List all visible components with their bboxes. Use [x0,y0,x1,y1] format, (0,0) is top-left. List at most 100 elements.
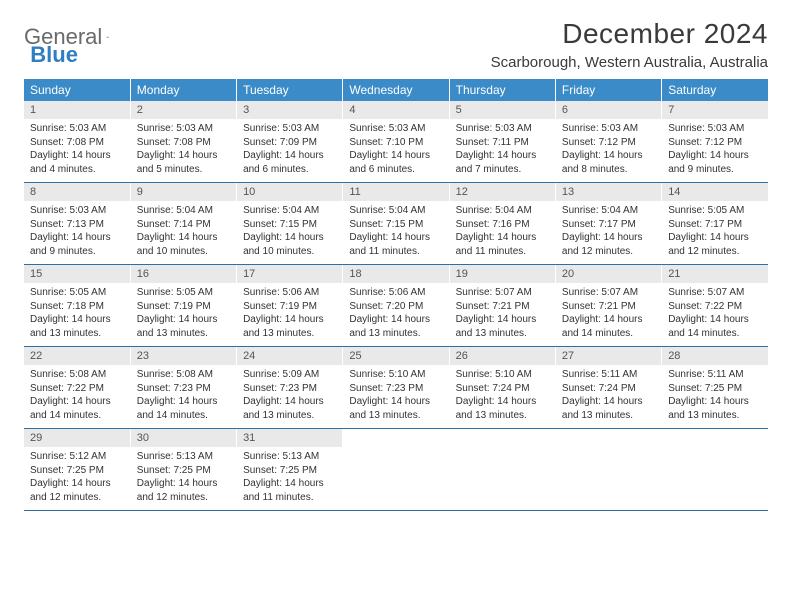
daylight-line: Daylight: 14 hours and 7 minutes. [456,149,549,176]
daylight-line: Daylight: 14 hours and 5 minutes. [137,149,230,176]
daylight-line: Daylight: 14 hours and 13 minutes. [349,395,442,422]
day-content-cell: Sunrise: 5:06 AMSunset: 7:20 PMDaylight:… [343,283,449,347]
sunset-line: Sunset: 7:09 PM [243,136,336,150]
daylight-line: Daylight: 14 hours and 13 minutes. [456,395,549,422]
sunset-line: Sunset: 7:17 PM [668,218,762,232]
sunset-line: Sunset: 7:12 PM [668,136,762,150]
daylight-line: Daylight: 14 hours and 14 minutes. [137,395,230,422]
sunrise-line: Sunrise: 5:03 AM [668,122,762,136]
day-number-cell [662,429,768,448]
day-number-cell: 16 [130,265,236,284]
brand-part2: Blue [30,42,78,68]
daylight-line: Daylight: 14 hours and 10 minutes. [243,231,336,258]
daylight-line: Daylight: 14 hours and 11 minutes. [243,477,336,504]
day-content-cell [662,447,768,511]
day-number-cell: 6 [555,101,661,119]
day-content-cell: Sunrise: 5:13 AMSunset: 7:25 PMDaylight:… [237,447,343,511]
daylight-line: Daylight: 14 hours and 13 minutes. [349,313,442,340]
day-content-cell: Sunrise: 5:09 AMSunset: 7:23 PMDaylight:… [237,365,343,429]
sunset-line: Sunset: 7:14 PM [137,218,230,232]
sunrise-line: Sunrise: 5:03 AM [30,204,124,218]
day-number-cell [449,429,555,448]
sunset-line: Sunset: 7:18 PM [30,300,124,314]
day-number-cell: 19 [449,265,555,284]
day-content-cell: Sunrise: 5:05 AMSunset: 7:18 PMDaylight:… [24,283,130,347]
day-number-row: 891011121314 [24,183,768,202]
sunrise-line: Sunrise: 5:05 AM [668,204,762,218]
day-content-cell: Sunrise: 5:13 AMSunset: 7:25 PMDaylight:… [130,447,236,511]
day-number-cell: 27 [555,347,661,366]
sunrise-line: Sunrise: 5:03 AM [243,122,336,136]
brand-logo: General Blue [24,24,182,50]
sunrise-line: Sunrise: 5:06 AM [349,286,442,300]
day-content-cell: Sunrise: 5:07 AMSunset: 7:22 PMDaylight:… [662,283,768,347]
day-content-row: Sunrise: 5:03 AMSunset: 7:13 PMDaylight:… [24,201,768,265]
day-number-cell: 15 [24,265,130,284]
sunset-line: Sunset: 7:25 PM [30,464,124,478]
sunrise-line: Sunrise: 5:03 AM [456,122,549,136]
daylight-line: Daylight: 14 hours and 10 minutes. [137,231,230,258]
day-number-cell: 26 [449,347,555,366]
day-number-cell: 14 [662,183,768,202]
day-number-cell [343,429,449,448]
day-number-cell: 2 [130,101,236,119]
sunrise-line: Sunrise: 5:04 AM [137,204,230,218]
sunrise-line: Sunrise: 5:08 AM [30,368,124,382]
day-content-cell: Sunrise: 5:12 AMSunset: 7:25 PMDaylight:… [24,447,130,511]
day-content-cell: Sunrise: 5:10 AMSunset: 7:24 PMDaylight:… [449,365,555,429]
sunrise-line: Sunrise: 5:11 AM [562,368,655,382]
day-content-cell: Sunrise: 5:04 AMSunset: 7:17 PMDaylight:… [555,201,661,265]
sunrise-line: Sunrise: 5:08 AM [137,368,230,382]
sunset-line: Sunset: 7:21 PM [456,300,549,314]
day-number-row: 15161718192021 [24,265,768,284]
sunrise-line: Sunrise: 5:07 AM [668,286,762,300]
sunrise-line: Sunrise: 5:05 AM [30,286,124,300]
sunset-line: Sunset: 7:23 PM [349,382,442,396]
day-content-cell: Sunrise: 5:07 AMSunset: 7:21 PMDaylight:… [449,283,555,347]
daylight-line: Daylight: 14 hours and 13 minutes. [562,395,655,422]
daylight-line: Daylight: 14 hours and 14 minutes. [562,313,655,340]
daylight-line: Daylight: 14 hours and 6 minutes. [349,149,442,176]
day-content-cell: Sunrise: 5:11 AMSunset: 7:25 PMDaylight:… [662,365,768,429]
header: General Blue December 2024 Scarborough, … [24,18,768,71]
sunrise-line: Sunrise: 5:07 AM [456,286,549,300]
sunset-line: Sunset: 7:11 PM [456,136,549,150]
weekday-header: Tuesday [237,79,343,101]
daylight-line: Daylight: 14 hours and 13 minutes. [243,395,336,422]
sunrise-line: Sunrise: 5:04 AM [456,204,549,218]
sunrise-line: Sunrise: 5:11 AM [668,368,762,382]
daylight-line: Daylight: 14 hours and 12 minutes. [562,231,655,258]
day-content-cell: Sunrise: 5:05 AMSunset: 7:19 PMDaylight:… [130,283,236,347]
sunrise-line: Sunrise: 5:05 AM [137,286,230,300]
daylight-line: Daylight: 14 hours and 12 minutes. [30,477,124,504]
sunset-line: Sunset: 7:17 PM [562,218,655,232]
sunset-line: Sunset: 7:20 PM [349,300,442,314]
daylight-line: Daylight: 14 hours and 11 minutes. [349,231,442,258]
sunset-line: Sunset: 7:19 PM [243,300,336,314]
sunrise-line: Sunrise: 5:03 AM [349,122,442,136]
daylight-line: Daylight: 14 hours and 9 minutes. [668,149,762,176]
day-number-cell [555,429,661,448]
day-content-row: Sunrise: 5:08 AMSunset: 7:22 PMDaylight:… [24,365,768,429]
sunset-line: Sunset: 7:24 PM [562,382,655,396]
day-number-cell: 21 [662,265,768,284]
day-content-cell: Sunrise: 5:03 AMSunset: 7:11 PMDaylight:… [449,119,555,183]
day-number-cell: 25 [343,347,449,366]
sunset-line: Sunset: 7:10 PM [349,136,442,150]
sunset-line: Sunset: 7:21 PM [562,300,655,314]
brand-sail-icon [106,29,109,45]
day-number-cell: 18 [343,265,449,284]
weekday-header: Monday [130,79,236,101]
calendar-table: Sunday Monday Tuesday Wednesday Thursday… [24,79,768,511]
day-number-cell: 9 [130,183,236,202]
day-number-cell: 31 [237,429,343,448]
sunrise-line: Sunrise: 5:03 AM [562,122,655,136]
day-content-cell: Sunrise: 5:11 AMSunset: 7:24 PMDaylight:… [555,365,661,429]
day-number-cell: 4 [343,101,449,119]
day-number-cell: 11 [343,183,449,202]
day-content-cell: Sunrise: 5:07 AMSunset: 7:21 PMDaylight:… [555,283,661,347]
day-number-cell: 3 [237,101,343,119]
daylight-line: Daylight: 14 hours and 8 minutes. [562,149,655,176]
day-number-cell: 20 [555,265,661,284]
sunset-line: Sunset: 7:08 PM [30,136,124,150]
